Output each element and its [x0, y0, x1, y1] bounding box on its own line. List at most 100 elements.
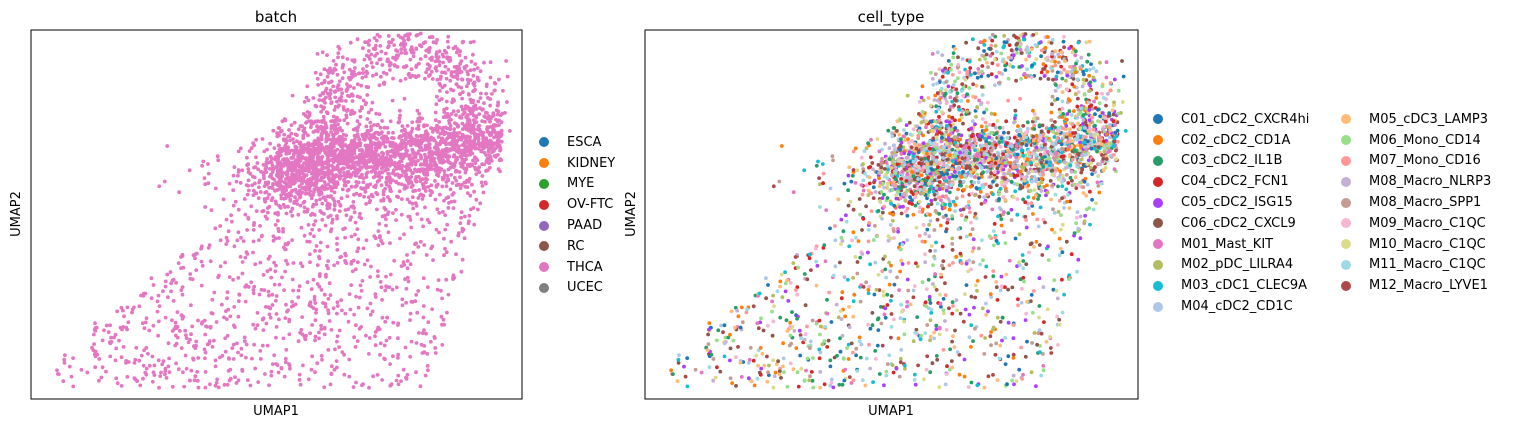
scatter-point: [394, 285, 399, 290]
scatter-point: [1087, 73, 1092, 78]
scatter-point: [353, 345, 358, 349]
scatter-point: [274, 294, 279, 298]
scatter-point: [272, 353, 277, 358]
scatter-point: [905, 213, 910, 218]
scatter-point: [423, 40, 428, 45]
scatter-point: [968, 66, 973, 70]
scatter-point: [373, 295, 378, 299]
scatter-point: [807, 378, 812, 383]
scatter-point: [795, 292, 800, 297]
scatter-point: [315, 167, 320, 172]
scatter-point: [1098, 60, 1102, 65]
scatter-point: [355, 249, 360, 254]
scatter-point: [304, 157, 308, 162]
scatter-point: [283, 269, 287, 274]
scatter-point: [480, 184, 485, 188]
scatter-point: [883, 306, 888, 311]
scatter-point: [227, 275, 232, 279]
scatter-point: [428, 339, 433, 344]
scatter-point: [843, 314, 847, 319]
scatter-point: [419, 162, 423, 167]
scatter-point: [1085, 59, 1090, 64]
scatter-point: [462, 236, 467, 241]
scatter-point: [868, 262, 872, 267]
scatter-point: [442, 70, 447, 75]
scatter-point: [738, 360, 743, 365]
scatter-point: [387, 335, 392, 340]
scatter-point: [808, 346, 812, 350]
scatter-point: [1004, 272, 1009, 277]
scatter-point: [950, 236, 955, 241]
scatter-point: [392, 43, 396, 47]
scatter-point: [938, 292, 942, 297]
scatter-point: [731, 338, 736, 343]
scatter-point: [306, 191, 310, 196]
scatter-point: [214, 380, 219, 385]
scatter-point: [272, 260, 276, 265]
scatter-point: [1024, 218, 1028, 222]
scatter-point: [156, 319, 161, 324]
scatter-point: [445, 173, 450, 178]
scatter-point: [484, 153, 489, 157]
scatter-point: [452, 98, 456, 103]
scatter-point: [866, 288, 871, 292]
scatter-point: [722, 323, 727, 328]
scatter-point: [375, 192, 380, 197]
scatter-point: [306, 133, 310, 138]
scatter-point: [445, 310, 449, 315]
scatter-point: [1026, 206, 1031, 211]
scatter-point: [932, 228, 937, 232]
scatter-point: [396, 53, 401, 58]
scatter-point: [747, 357, 752, 362]
scatter-point: [315, 141, 319, 146]
scatter-point: [428, 138, 433, 142]
scatter-point: [396, 323, 400, 327]
scatter-point: [868, 366, 872, 371]
scatter-point: [882, 383, 886, 388]
scatter-point: [885, 303, 890, 307]
scatter-point: [486, 96, 490, 100]
scatter-point: [505, 74, 510, 79]
scatter-point: [778, 315, 783, 320]
scatter-point: [265, 210, 270, 215]
scatter-point: [328, 293, 333, 297]
scatter-point: [415, 33, 420, 37]
scatter-point: [206, 181, 211, 186]
scatter-point: [405, 266, 410, 271]
scatter-point: [1055, 296, 1060, 301]
scatter-point: [257, 238, 261, 243]
scatter-point: [226, 229, 231, 234]
scatter-point: [366, 49, 371, 53]
scatter-point: [950, 72, 955, 77]
scatter-point: [480, 174, 485, 178]
scatter-point: [876, 328, 881, 332]
scatter-point: [415, 151, 419, 156]
scatter-point: [122, 314, 126, 319]
scatter-point: [352, 210, 357, 215]
scatter-point: [194, 339, 199, 344]
scatter-point: [1007, 43, 1012, 47]
scatter-point: [855, 369, 860, 373]
scatter-point: [408, 218, 413, 222]
scatter-point: [381, 197, 386, 201]
scatter-point: [467, 140, 472, 145]
scatter-point: [150, 379, 155, 384]
scatter-point: [215, 377, 220, 382]
scatter-point: [193, 346, 198, 350]
scatter-point: [324, 263, 329, 268]
scatter-point: [1066, 277, 1071, 281]
scatter-point: [411, 206, 415, 211]
scatter-point: [113, 358, 118, 363]
scatter-point: [409, 299, 414, 304]
scatter-point: [340, 65, 345, 70]
scatter-point: [484, 84, 489, 89]
scatter-point: [206, 171, 211, 176]
scatter-point: [1060, 196, 1064, 201]
scatter-point: [240, 168, 245, 173]
scatter-point: [791, 261, 796, 265]
scatter-point: [833, 224, 837, 228]
scatter-point: [345, 82, 349, 86]
scatter-point: [376, 269, 380, 273]
scatter-point: [1035, 342, 1039, 347]
scatter-point: [352, 59, 357, 64]
